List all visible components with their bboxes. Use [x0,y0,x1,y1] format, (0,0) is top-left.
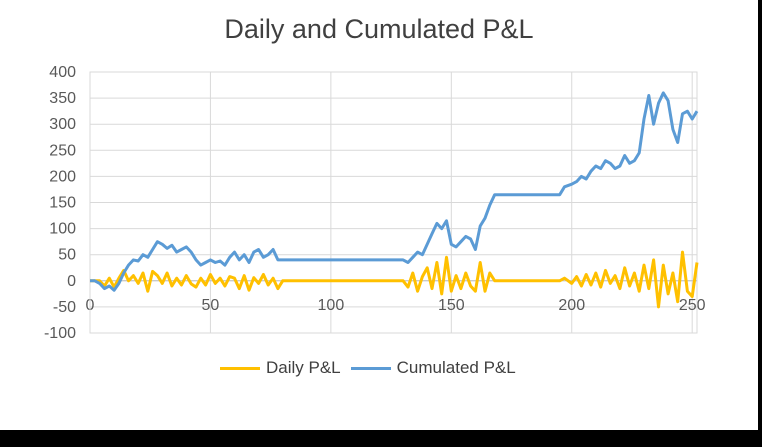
legend-swatch-cumulated [350,366,391,370]
x-tick-label: 150 [438,297,465,314]
series-line-cumulated [90,91,699,292]
y-tick-label: 150 [49,195,76,212]
legend-label-cumulated: Cumulated P&L [396,358,516,377]
y-tick-label: 250 [49,142,76,159]
chart-area: Daily and Cumulated P&L -100 -50 0 50 100 150… [0,0,758,430]
plot-border [89,71,698,334]
legend-swatch-daily [220,366,260,370]
legend-label-daily: Daily P&L [266,358,341,377]
legend-item-cumulated: Cumulated P&L [350,358,516,378]
legend-item-daily: Daily P&L [220,358,341,378]
y-tick-label: 200 [49,168,76,185]
y-tick-label: -50 [53,299,76,316]
x-tick-label: 50 [202,297,220,314]
chart-title: Daily and Cumulated P&L [224,14,534,44]
x-tick-label: 100 [318,297,345,314]
x-tick-label: 200 [558,297,585,314]
y-tick-label: 0 [67,273,76,290]
series-line-daily [90,250,699,309]
x-tick-label: 250 [679,297,706,314]
y-tick-label: 300 [49,116,76,133]
legend: Daily P&L Cumulated P&L [220,357,526,379]
y-tick-label: 50 [58,247,76,264]
y-tick-label: 350 [49,90,76,107]
y-tick-label: 400 [49,64,76,81]
y-tick-label: -100 [44,325,76,342]
y-tick-label: 100 [49,221,76,238]
